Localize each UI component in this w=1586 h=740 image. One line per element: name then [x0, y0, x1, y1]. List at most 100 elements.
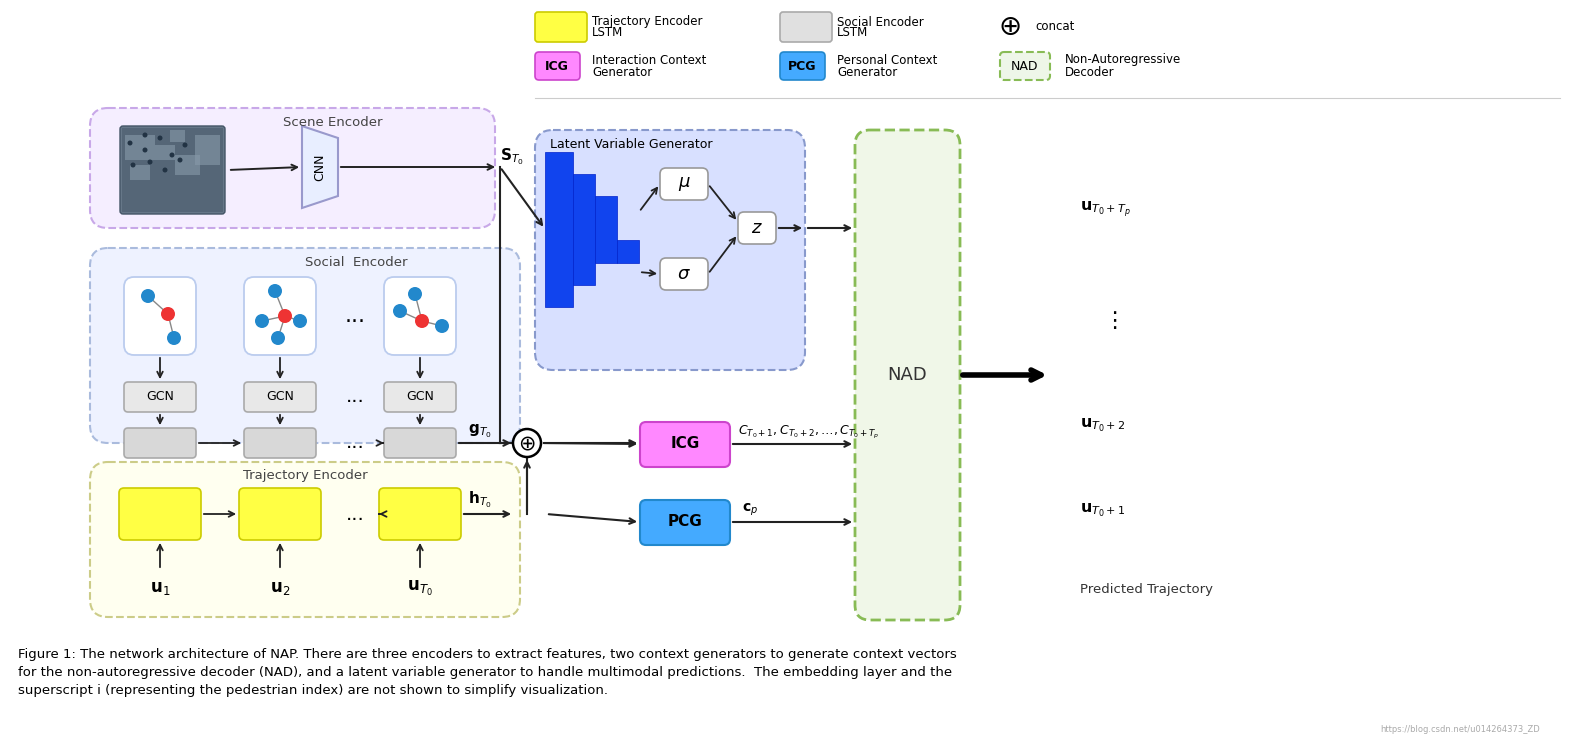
FancyBboxPatch shape: [534, 12, 587, 42]
Text: superscript i (representing the pedestrian index) are not shown to simplify visu: superscript i (representing the pedestri…: [17, 684, 607, 697]
Text: GCN: GCN: [266, 391, 293, 403]
Circle shape: [170, 152, 174, 158]
FancyBboxPatch shape: [124, 277, 197, 355]
Text: $\mathbf{g}_{T_0}$: $\mathbf{g}_{T_0}$: [468, 423, 492, 440]
FancyBboxPatch shape: [534, 130, 806, 370]
Text: $\mathbf{u}_{T_0+1}$: $\mathbf{u}_{T_0+1}$: [1080, 501, 1126, 519]
Text: Generator: Generator: [837, 66, 898, 78]
Text: PCG: PCG: [668, 514, 703, 530]
FancyBboxPatch shape: [90, 462, 520, 617]
Circle shape: [130, 163, 135, 167]
FancyBboxPatch shape: [641, 422, 730, 467]
Text: Non-Autoregressive: Non-Autoregressive: [1066, 53, 1182, 67]
Text: PCG: PCG: [788, 59, 817, 73]
Circle shape: [157, 135, 162, 141]
Circle shape: [162, 167, 168, 172]
Text: $\mathbf{u}_{T_0+2}$: $\mathbf{u}_{T_0+2}$: [1080, 416, 1126, 434]
Text: $C_{T_0+1}, C_{T_0+2}, \ldots, C_{T_0+T_p}$: $C_{T_0+1}, C_{T_0+2}, \ldots, C_{T_0+T_…: [737, 423, 879, 440]
Polygon shape: [301, 126, 338, 208]
Circle shape: [416, 314, 428, 328]
Text: $\mathbf{h}_{T_0}$: $\mathbf{h}_{T_0}$: [468, 490, 492, 511]
Text: Decoder: Decoder: [1066, 66, 1115, 78]
FancyBboxPatch shape: [119, 488, 201, 540]
Text: Interaction Context: Interaction Context: [592, 53, 706, 67]
Text: concat: concat: [1036, 21, 1074, 33]
FancyBboxPatch shape: [90, 108, 495, 228]
Circle shape: [278, 309, 292, 323]
FancyBboxPatch shape: [780, 12, 833, 42]
FancyBboxPatch shape: [244, 277, 316, 355]
Text: ICG: ICG: [671, 437, 699, 451]
FancyBboxPatch shape: [573, 174, 595, 285]
Text: $\mathbf{u}_1$: $\mathbf{u}_1$: [149, 579, 170, 597]
Text: Trajectory Encoder: Trajectory Encoder: [243, 469, 368, 482]
Text: $\mathbf{u}_{T_0+T_p}$: $\mathbf{u}_{T_0+T_p}$: [1080, 200, 1131, 220]
Circle shape: [143, 132, 147, 138]
Text: $\mathbf{S}_{T_0}$: $\mathbf{S}_{T_0}$: [500, 147, 523, 167]
Text: for the non-autoregressive decoder (NAD), and a latent variable generator to han: for the non-autoregressive decoder (NAD)…: [17, 666, 952, 679]
Text: $\sigma$: $\sigma$: [677, 265, 691, 283]
FancyBboxPatch shape: [641, 500, 730, 545]
Circle shape: [271, 331, 285, 345]
Text: ...: ...: [346, 505, 365, 523]
Circle shape: [255, 314, 270, 328]
FancyBboxPatch shape: [660, 258, 707, 290]
Text: LSTM: LSTM: [592, 27, 623, 39]
FancyBboxPatch shape: [780, 52, 825, 80]
FancyBboxPatch shape: [124, 428, 197, 458]
FancyBboxPatch shape: [546, 152, 573, 307]
Text: ...: ...: [346, 434, 365, 452]
Bar: [130, 165, 151, 180]
Bar: [170, 130, 186, 142]
FancyBboxPatch shape: [239, 488, 320, 540]
Circle shape: [147, 160, 152, 164]
Text: Figure 1: The network architecture of NAP. There are three encoders to extract f: Figure 1: The network architecture of NA…: [17, 648, 956, 661]
Circle shape: [127, 141, 133, 146]
FancyBboxPatch shape: [534, 52, 580, 80]
Circle shape: [393, 304, 408, 318]
Circle shape: [182, 143, 187, 147]
Text: Latent Variable Generator: Latent Variable Generator: [550, 138, 712, 150]
Text: $z$: $z$: [752, 219, 763, 237]
FancyBboxPatch shape: [660, 168, 707, 200]
Bar: [125, 135, 155, 160]
FancyBboxPatch shape: [244, 382, 316, 412]
Circle shape: [435, 319, 449, 333]
Text: Personal Context: Personal Context: [837, 53, 937, 67]
Circle shape: [268, 284, 282, 298]
Text: ⊕: ⊕: [998, 13, 1021, 41]
Text: ⊕: ⊕: [519, 433, 536, 453]
Text: NAD: NAD: [887, 366, 926, 384]
Text: ...: ...: [344, 306, 365, 326]
FancyBboxPatch shape: [124, 382, 197, 412]
Circle shape: [293, 314, 308, 328]
Text: Scene Encoder: Scene Encoder: [284, 115, 382, 129]
Text: Generator: Generator: [592, 66, 652, 78]
Text: GCN: GCN: [146, 391, 174, 403]
Text: Social Encoder: Social Encoder: [837, 16, 923, 29]
FancyBboxPatch shape: [121, 126, 225, 214]
FancyBboxPatch shape: [595, 196, 617, 263]
Bar: [122, 128, 224, 212]
FancyBboxPatch shape: [1001, 52, 1050, 80]
Text: Social  Encoder: Social Encoder: [306, 255, 408, 269]
FancyBboxPatch shape: [737, 212, 776, 244]
FancyBboxPatch shape: [384, 428, 457, 458]
Circle shape: [178, 158, 182, 163]
FancyBboxPatch shape: [855, 130, 960, 620]
FancyBboxPatch shape: [384, 277, 457, 355]
Circle shape: [162, 307, 174, 321]
FancyBboxPatch shape: [90, 248, 520, 443]
Text: ICG: ICG: [546, 59, 569, 73]
Text: GCN: GCN: [406, 391, 435, 403]
Bar: [195, 135, 220, 165]
FancyBboxPatch shape: [244, 428, 316, 458]
Circle shape: [143, 147, 147, 152]
Text: ...: ...: [346, 388, 365, 406]
Text: $\vdots$: $\vdots$: [1102, 309, 1117, 331]
FancyBboxPatch shape: [384, 382, 457, 412]
Circle shape: [408, 287, 422, 301]
Text: Trajectory Encoder: Trajectory Encoder: [592, 16, 703, 29]
Text: LSTM: LSTM: [837, 27, 868, 39]
FancyBboxPatch shape: [617, 240, 639, 263]
